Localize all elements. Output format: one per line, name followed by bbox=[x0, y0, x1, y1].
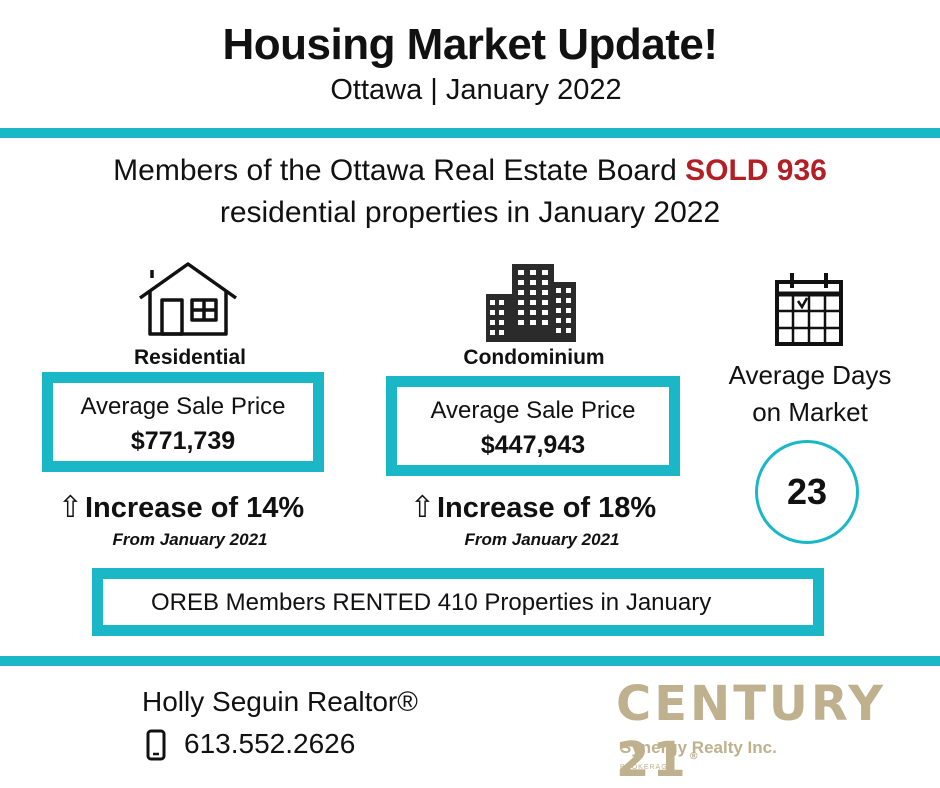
condominium-label: Condominium bbox=[463, 346, 605, 369]
residential-price-label: Average Sale Price bbox=[80, 393, 286, 420]
rented-box: OREB Members RENTED 410 Properties in Ja… bbox=[92, 568, 824, 636]
brokerage-tag: BROKERAGE bbox=[620, 764, 674, 771]
intro-prefix: Members of the Ottawa Real Estate Board bbox=[113, 154, 686, 187]
days-label: Average Days on Market bbox=[708, 357, 912, 431]
condominium-price-label: Average Sale Price bbox=[430, 397, 636, 424]
century21-wordmark: CENTURY 21 bbox=[616, 676, 886, 788]
page-title: Housing Market Update! bbox=[222, 20, 718, 69]
intro-line-1: Members of the Ottawa Real Estate Board … bbox=[40, 150, 900, 192]
days-label-line-1: Average Days bbox=[728, 360, 892, 390]
sold-count: SOLD 936 bbox=[685, 154, 827, 187]
buildings-icon bbox=[486, 264, 576, 342]
registered-mark: ® bbox=[688, 751, 699, 762]
condominium-price-box: Average Sale Price $447,943 bbox=[386, 376, 680, 476]
residential-increase-text: Increase of 14% bbox=[84, 492, 305, 524]
condominium-from: From January 2021 bbox=[464, 530, 620, 549]
residential-from: From January 2021 bbox=[112, 530, 268, 549]
condominium-price: $447,943 bbox=[480, 431, 586, 459]
intro-line-2: residential properties in January 2022 bbox=[219, 196, 721, 229]
intro-text: Members of the Ottawa Real Estate Board … bbox=[40, 150, 900, 234]
condominium-increase: ⇧Increase of 18% bbox=[378, 490, 688, 525]
phone-icon bbox=[146, 729, 166, 761]
agent-name: Holly Seguin Realtor® bbox=[142, 686, 418, 717]
up-arrow-icon: ⇧ bbox=[409, 491, 435, 524]
condominium-increase-text: Increase of 18% bbox=[436, 492, 657, 524]
days-label-line-2: on Market bbox=[752, 397, 868, 427]
page-subtitle: Ottawa | January 2022 bbox=[330, 74, 622, 106]
agent-phone: 613.552.2626 bbox=[184, 728, 356, 759]
calendar-icon bbox=[775, 273, 843, 346]
days-value: 23 bbox=[786, 471, 828, 512]
rented-text: OREB Members RENTED 410 Properties in Ja… bbox=[151, 589, 712, 616]
top-divider bbox=[0, 128, 940, 138]
bottom-divider bbox=[0, 656, 940, 666]
house-icon bbox=[138, 262, 238, 336]
days-value-circle: 23 bbox=[755, 440, 859, 544]
residential-price: $771,739 bbox=[130, 427, 236, 455]
residential-increase: ⇧Increase of 14% bbox=[26, 490, 336, 525]
brokerage-name: Synergy Realty Inc. bbox=[620, 738, 777, 757]
residential-label: Residential bbox=[133, 346, 247, 369]
up-arrow-icon: ⇧ bbox=[57, 491, 83, 524]
century21-logo: CENTURY 21® bbox=[616, 676, 940, 788]
residential-price-box: Average Sale Price $771,739 bbox=[42, 372, 324, 472]
